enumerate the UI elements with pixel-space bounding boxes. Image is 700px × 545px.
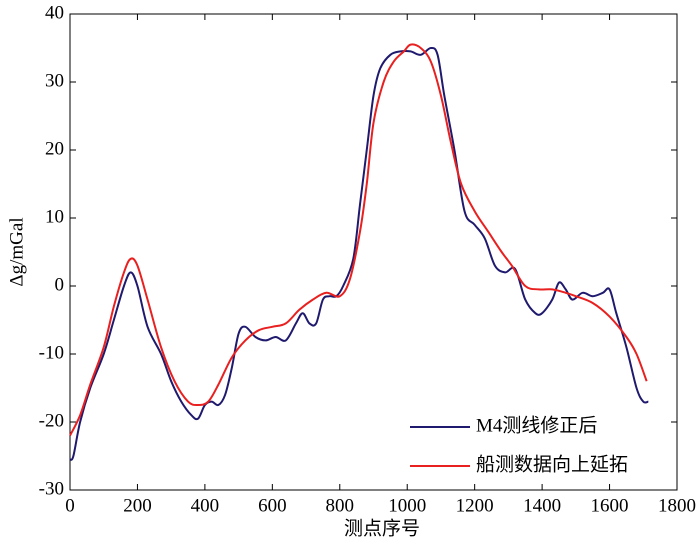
x-tick-label: 200 [123, 495, 152, 516]
y-tick-label: 0 [55, 274, 65, 295]
x-tick-label: 400 [191, 495, 220, 516]
data-line [69, 46, 649, 461]
x-tick-label: 0 [65, 495, 75, 516]
x-tick-label: 1800 [658, 495, 696, 516]
legend-label: M4测线修正后 [476, 414, 597, 436]
y-axis-title: Δg/mGal [6, 217, 27, 286]
data-line [69, 43, 648, 437]
x-tick-label: 1400 [523, 495, 561, 516]
y-tick-label: 20 [45, 138, 64, 159]
x-tick-label: 1200 [456, 495, 494, 516]
y-tick-label: 10 [45, 206, 64, 227]
x-tick-label: 1600 [591, 495, 629, 516]
y-tick-label: -30 [39, 478, 64, 499]
y-tick-label: -20 [39, 410, 64, 431]
x-axis-title: 测点序号 [344, 517, 420, 539]
y-tick-label: 40 [45, 2, 64, 23]
x-tick-label: 1000 [388, 495, 426, 516]
x-tick-label: 600 [258, 495, 287, 516]
legend-label: 船测数据向上延拓 [476, 453, 628, 475]
y-tick-label: 30 [45, 70, 64, 91]
y-tick-label: -10 [39, 342, 64, 363]
x-tick-label: 800 [326, 495, 355, 516]
plot-frame [69, 13, 678, 491]
